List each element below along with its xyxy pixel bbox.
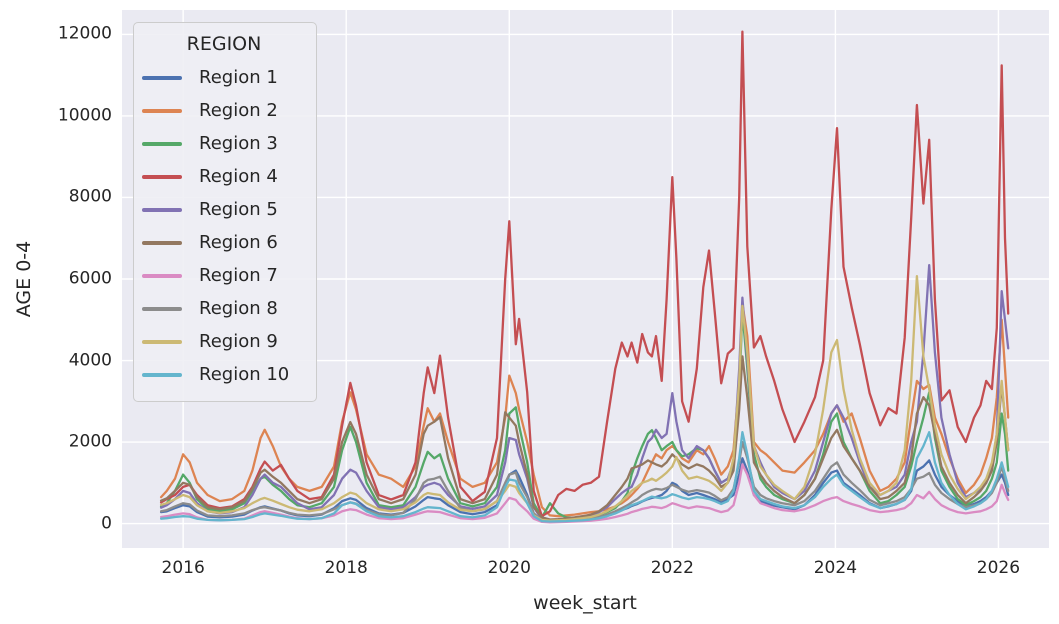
y-axis-label: AGE 0-4	[13, 240, 35, 318]
series-line-region-7	[159, 463, 1010, 524]
legend-label: Region 5	[199, 198, 278, 220]
y-tick-label: 2000	[68, 431, 112, 452]
legend-label: Region 9	[199, 330, 278, 352]
legend-item-region-1: Region 1	[142, 61, 306, 94]
legend: REGION Region 1 Region 2 Region 3 Region…	[133, 22, 317, 402]
legend-line-swatch-region-6	[142, 240, 182, 245]
series-line-region-3	[159, 310, 1010, 519]
x-tick-label: 2024	[813, 558, 858, 578]
legend-line-swatch-region-3	[142, 141, 182, 146]
legend-item-region-9: Region 9	[142, 325, 306, 358]
legend-label: Region 4	[199, 165, 278, 187]
legend-line-swatch-region-4	[142, 174, 182, 179]
y-tick-label: 8000	[68, 186, 112, 207]
legend-label: Region 10	[199, 363, 290, 385]
x-axis-label: week_start	[533, 592, 637, 614]
x-tick-label: 2026	[976, 558, 1021, 578]
legend-item-region-10: Region 10	[142, 358, 306, 391]
y-tick-label: 4000	[68, 350, 112, 370]
legend-line-swatch-region-2	[142, 108, 182, 113]
x-tick-label: 2016	[161, 558, 205, 578]
legend-line-swatch-region-7	[142, 273, 182, 278]
x-tick-label: 2022	[650, 558, 694, 578]
legend-line-swatch-region-10	[142, 372, 182, 377]
legend-label: Region 7	[199, 264, 278, 286]
legend-item-region-6: Region 6	[142, 226, 306, 259]
x-tick-label: 2020	[487, 558, 531, 578]
legend-item-region-5: Region 5	[142, 193, 306, 226]
legend-label: Region 2	[199, 99, 278, 121]
series-line-region-10	[159, 431, 1010, 523]
legend-item-region-3: Region 3	[142, 127, 306, 160]
legend-title: REGION	[186, 33, 262, 55]
legend-item-region-8: Region 8	[142, 292, 306, 325]
series-line-region-9	[159, 274, 1010, 522]
legend-label: Region 3	[199, 132, 278, 154]
legend-line-swatch-region-9	[142, 339, 182, 344]
series-line-region-8	[159, 440, 1010, 523]
y-tick-label: 6000	[68, 268, 112, 289]
legend-label: Region 8	[199, 297, 278, 319]
y-tick-label: 12000	[57, 23, 112, 44]
legend-line-swatch-region-5	[142, 207, 182, 212]
series-line-region-2	[159, 302, 1010, 518]
legend-line-swatch-region-8	[142, 306, 182, 311]
y-tick-label: 10000	[57, 105, 112, 126]
legend-item-region-2: Region 2	[142, 94, 306, 127]
legend-item-region-7: Region 7	[142, 259, 306, 292]
x-tick-label: 2018	[324, 558, 368, 578]
legend-item-region-4: Region 4	[142, 160, 306, 193]
series-line-region-6	[159, 355, 1010, 521]
legend-line-swatch-region-1	[142, 75, 182, 80]
series-line-region-4	[159, 30, 1010, 518]
y-tick-label: 0	[101, 513, 112, 534]
legend-label: Region 1	[199, 66, 278, 88]
legend-label: Region 6	[199, 231, 278, 253]
